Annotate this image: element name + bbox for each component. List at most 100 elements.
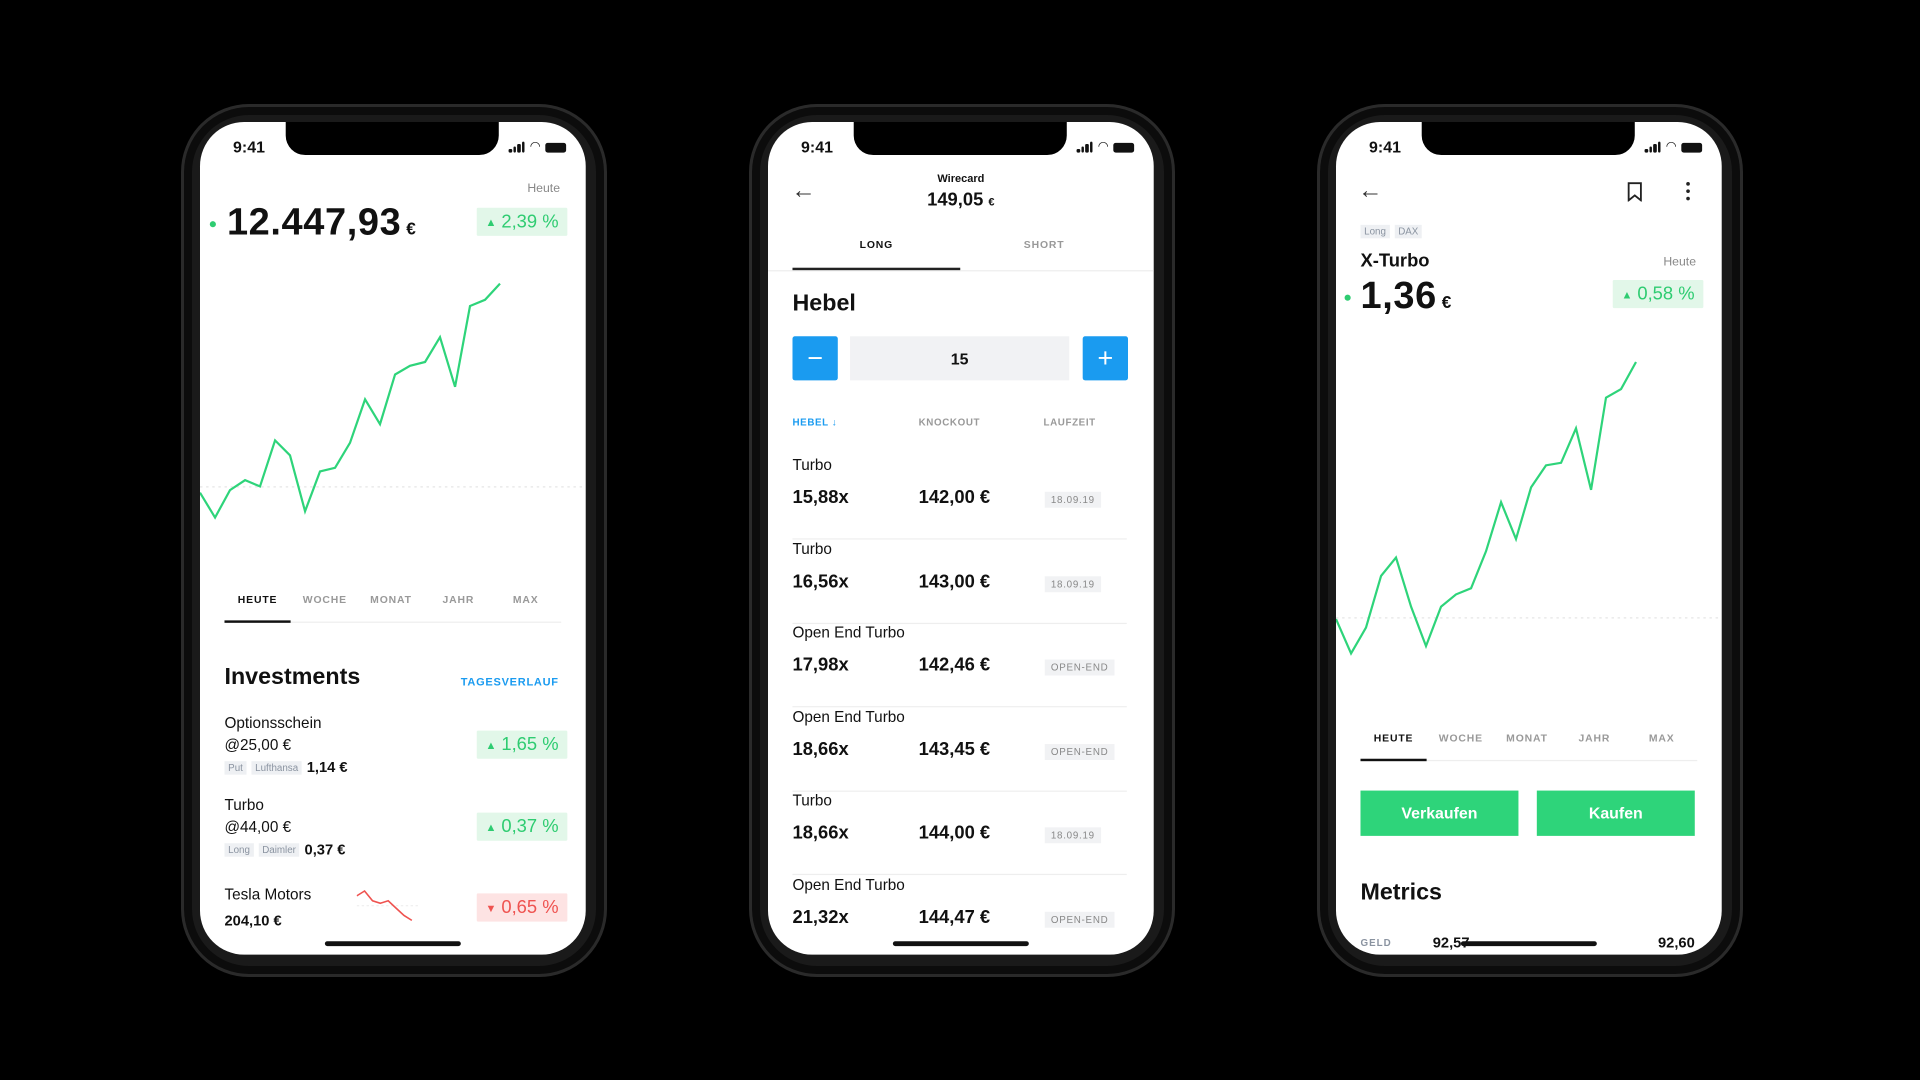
tab-jahr[interactable]: JAHR — [1578, 731, 1611, 745]
tab-heute[interactable]: HEUTE — [1373, 731, 1414, 745]
active-tab-underline — [1360, 758, 1427, 762]
more-menu-icon[interactable] — [1686, 182, 1691, 201]
investment-price: 1,14 € — [306, 758, 348, 776]
period-label: Heute — [1663, 255, 1697, 269]
product-term: OPEN-END — [1044, 743, 1115, 760]
product-term: OPEN-END — [1044, 659, 1115, 676]
leverage-input[interactable]: 15 — [850, 336, 1070, 381]
triangle-down-icon: ▼ — [485, 901, 497, 914]
product-leverage: 18,66x — [792, 738, 849, 760]
product-leverage: 21,32x — [792, 906, 849, 928]
wifi-icon: ◠ — [1097, 140, 1109, 154]
tesla-sparkline — [356, 889, 418, 922]
tesla-price: 204,10 € — [224, 911, 282, 929]
increment-button[interactable]: + — [1082, 336, 1129, 381]
price-text: 149,05 — [927, 189, 984, 211]
live-dot — [209, 221, 216, 228]
value-text: 12.447,93 — [226, 200, 402, 244]
product-knockout: 143,00 € — [918, 570, 991, 592]
tesla-change-badge: ▼ 0,65 % — [476, 893, 568, 922]
portfolio-chart — [200, 282, 586, 520]
buy-button[interactable]: Kaufen — [1536, 790, 1695, 836]
status-time: 9:41 — [801, 137, 833, 157]
tab-woche[interactable]: WOCHE — [302, 593, 347, 606]
product-type: Turbo — [792, 791, 832, 809]
tag: Lufthansa — [251, 761, 302, 775]
product-type: Open End Turbo — [792, 624, 905, 642]
period-label: Heute — [527, 182, 561, 196]
product-row[interactable]: Turbo 15,88x 142,00 € 18.09.19 — [792, 456, 1127, 540]
column-header-laufzeit[interactable]: LAUFZEIT — [1043, 417, 1096, 429]
chart-line — [1336, 361, 1637, 656]
product-knockout: 144,47 € — [918, 906, 991, 928]
product-knockout: 144,00 € — [918, 822, 991, 844]
status-icons: ◠ — [508, 140, 567, 154]
tab-woche[interactable]: WOCHE — [1438, 731, 1483, 745]
change-text: 0,37 % — [501, 816, 559, 838]
product-row[interactable]: Open End Turbo 21,32x 144,47 € OPEN-END — [792, 876, 1126, 955]
status-icons: ◠ — [1644, 140, 1703, 154]
bookmark-icon[interactable] — [1626, 182, 1643, 202]
tag-long: Long — [1360, 225, 1390, 239]
tesla-name[interactable]: Tesla Motors — [224, 886, 312, 904]
signal-icon — [508, 141, 525, 153]
tagesverlauf-link[interactable]: TAGESVERLAUF — [460, 675, 559, 688]
triangle-up-icon: ▲ — [485, 820, 497, 833]
detail-screen: 9:41 ◠ ← Long DAX X-Turbo Heute 1,36 € ▲ 0,… — [1336, 122, 1722, 955]
tab-monat[interactable]: MONAT — [370, 593, 412, 606]
notch — [853, 122, 1067, 156]
tab-long[interactable]: LONG — [859, 238, 894, 251]
wifi-icon: ◠ — [1665, 140, 1677, 154]
section-title: Investments — [224, 664, 361, 691]
investment-strike: @25,00 € — [224, 736, 292, 754]
currency: € — [1441, 292, 1452, 312]
underlying-name: Wirecard — [937, 172, 985, 185]
currency: € — [988, 195, 995, 208]
metrics-title: Metrics — [1360, 879, 1442, 906]
back-arrow-icon[interactable]: ← — [791, 177, 816, 205]
tag: Put — [224, 761, 247, 775]
product-row[interactable]: Open End Turbo 17,98x 142,46 € OPEN-END — [792, 624, 1127, 708]
change-text: 1,65 % — [501, 734, 559, 756]
status-time: 9:41 — [233, 137, 265, 157]
chart-line — [200, 282, 501, 520]
tab-max[interactable]: MAX — [1648, 731, 1675, 745]
product-row[interactable]: Turbo 18,66x 144,00 € 18.09.19 — [792, 791, 1127, 876]
tab-underline — [792, 267, 961, 271]
product-row[interactable]: Turbo 16,56x 143,00 € 18.09.19 — [792, 540, 1127, 624]
product-term: 18.09.19 — [1044, 827, 1102, 844]
product-name: X-Turbo — [1360, 250, 1430, 272]
product-row[interactable]: Open End Turbo 18,66x 143,45 € OPEN-END — [792, 708, 1127, 792]
section-title: Hebel — [792, 290, 856, 317]
value-text: 1,36 — [1360, 273, 1437, 317]
product-term: 18.09.19 — [1044, 575, 1102, 592]
bid-value: 92,57 — [1432, 933, 1470, 951]
notch — [1421, 122, 1635, 156]
product-knockout: 143,45 € — [918, 738, 991, 760]
tab-short[interactable]: SHORT — [1023, 238, 1065, 251]
product-leverage: 16,56x — [792, 570, 849, 592]
decrement-button[interactable]: − — [792, 336, 838, 381]
tab-heute[interactable]: HEUTE — [237, 593, 278, 606]
home-indicator — [324, 941, 461, 947]
ask-value: 92,60 — [1658, 933, 1695, 951]
column-header-hebel[interactable]: HEBEL ↓ — [792, 417, 838, 429]
tag-dax: DAX — [1394, 225, 1423, 239]
notch — [285, 122, 499, 156]
tab-max[interactable]: MAX — [512, 593, 539, 606]
status-time: 9:41 — [1369, 137, 1401, 157]
detail-chart — [1336, 361, 1722, 656]
period-tabs: HEUTE WOCHE MONAT JAHR MAX — [1360, 731, 1698, 762]
home-indicator — [892, 941, 1029, 947]
column-header-knockout[interactable]: KNOCKOUT — [918, 417, 981, 429]
battery-icon — [545, 142, 567, 153]
tab-monat[interactable]: MONAT — [1506, 731, 1548, 745]
tab-jahr[interactable]: JAHR — [442, 593, 475, 606]
currency: € — [406, 218, 417, 239]
product-value: 1,36 € — [1360, 274, 1451, 318]
sell-button[interactable]: Verkaufen — [1360, 790, 1519, 836]
investment-name: Turbo — [224, 796, 264, 814]
product-knockout: 142,46 € — [918, 654, 991, 676]
portfolio-value: 12.447,93 € — [227, 200, 416, 244]
back-arrow-icon[interactable]: ← — [1358, 177, 1383, 205]
